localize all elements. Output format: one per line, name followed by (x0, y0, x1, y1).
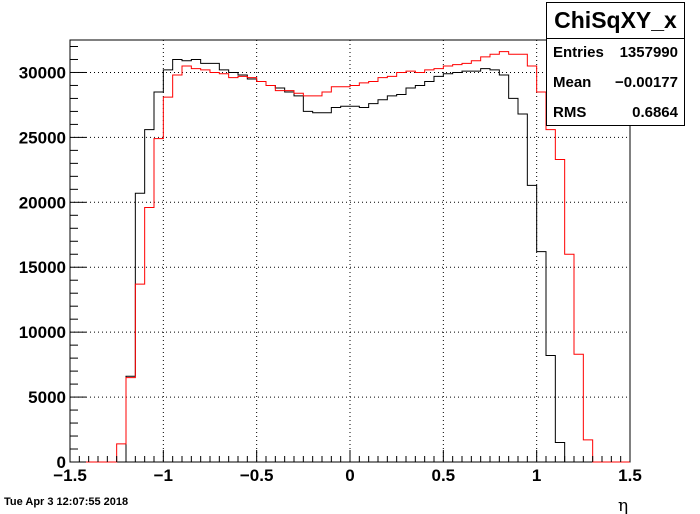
mean-value: −0.00177 (615, 73, 678, 91)
axes: −1.5 −1 −0.5 0 0.5 1 1.5 0 5000 10000 15000 20000 25… (19, 45, 642, 485)
entries-value: 1357990 (619, 43, 678, 61)
y-tick-label: 25000 (19, 128, 66, 147)
stats-box: ChiSqXY_x Entries 1357990 Mean −0.00177 … (546, 2, 685, 126)
x-tick-label: −0.5 (240, 466, 274, 485)
y-tick-label: 5000 (28, 388, 66, 407)
y-tick-label: 0 (57, 453, 66, 472)
rms-value: 0.6864 (632, 103, 678, 121)
stats-rms-row: RMS 0.6864 (553, 98, 678, 126)
x-tick-label: 0 (345, 466, 354, 485)
y-tick-label: 20000 (19, 193, 66, 212)
x-tick-label: −1 (154, 466, 173, 485)
histogram-series-2 (70, 51, 630, 463)
mean-label: Mean (553, 73, 592, 91)
y-tick-label: 15000 (19, 258, 66, 277)
rms-label: RMS (553, 103, 587, 121)
histogram-series-1 (70, 58, 630, 463)
y-tick-label: 30000 (19, 63, 66, 82)
grid-lines (70, 40, 630, 462)
y-tick-label: 10000 (19, 323, 66, 342)
stats-mean-row: Mean −0.00177 (553, 68, 678, 96)
timestamp: Tue Apr 3 12:07:55 2018 (4, 496, 129, 508)
entries-label: Entries (553, 43, 604, 61)
x-tick-label: 1.5 (618, 466, 642, 485)
x-tick-label: 0.5 (432, 466, 456, 485)
x-tick-label: −1.5 (53, 466, 87, 485)
histogram-series (70, 51, 630, 463)
stats-entries-row: Entries 1357990 (553, 38, 678, 66)
stats-title: ChiSqXY_x (547, 3, 684, 39)
x-tick-label: 1 (532, 466, 541, 485)
x-axis-title: η (618, 496, 628, 514)
